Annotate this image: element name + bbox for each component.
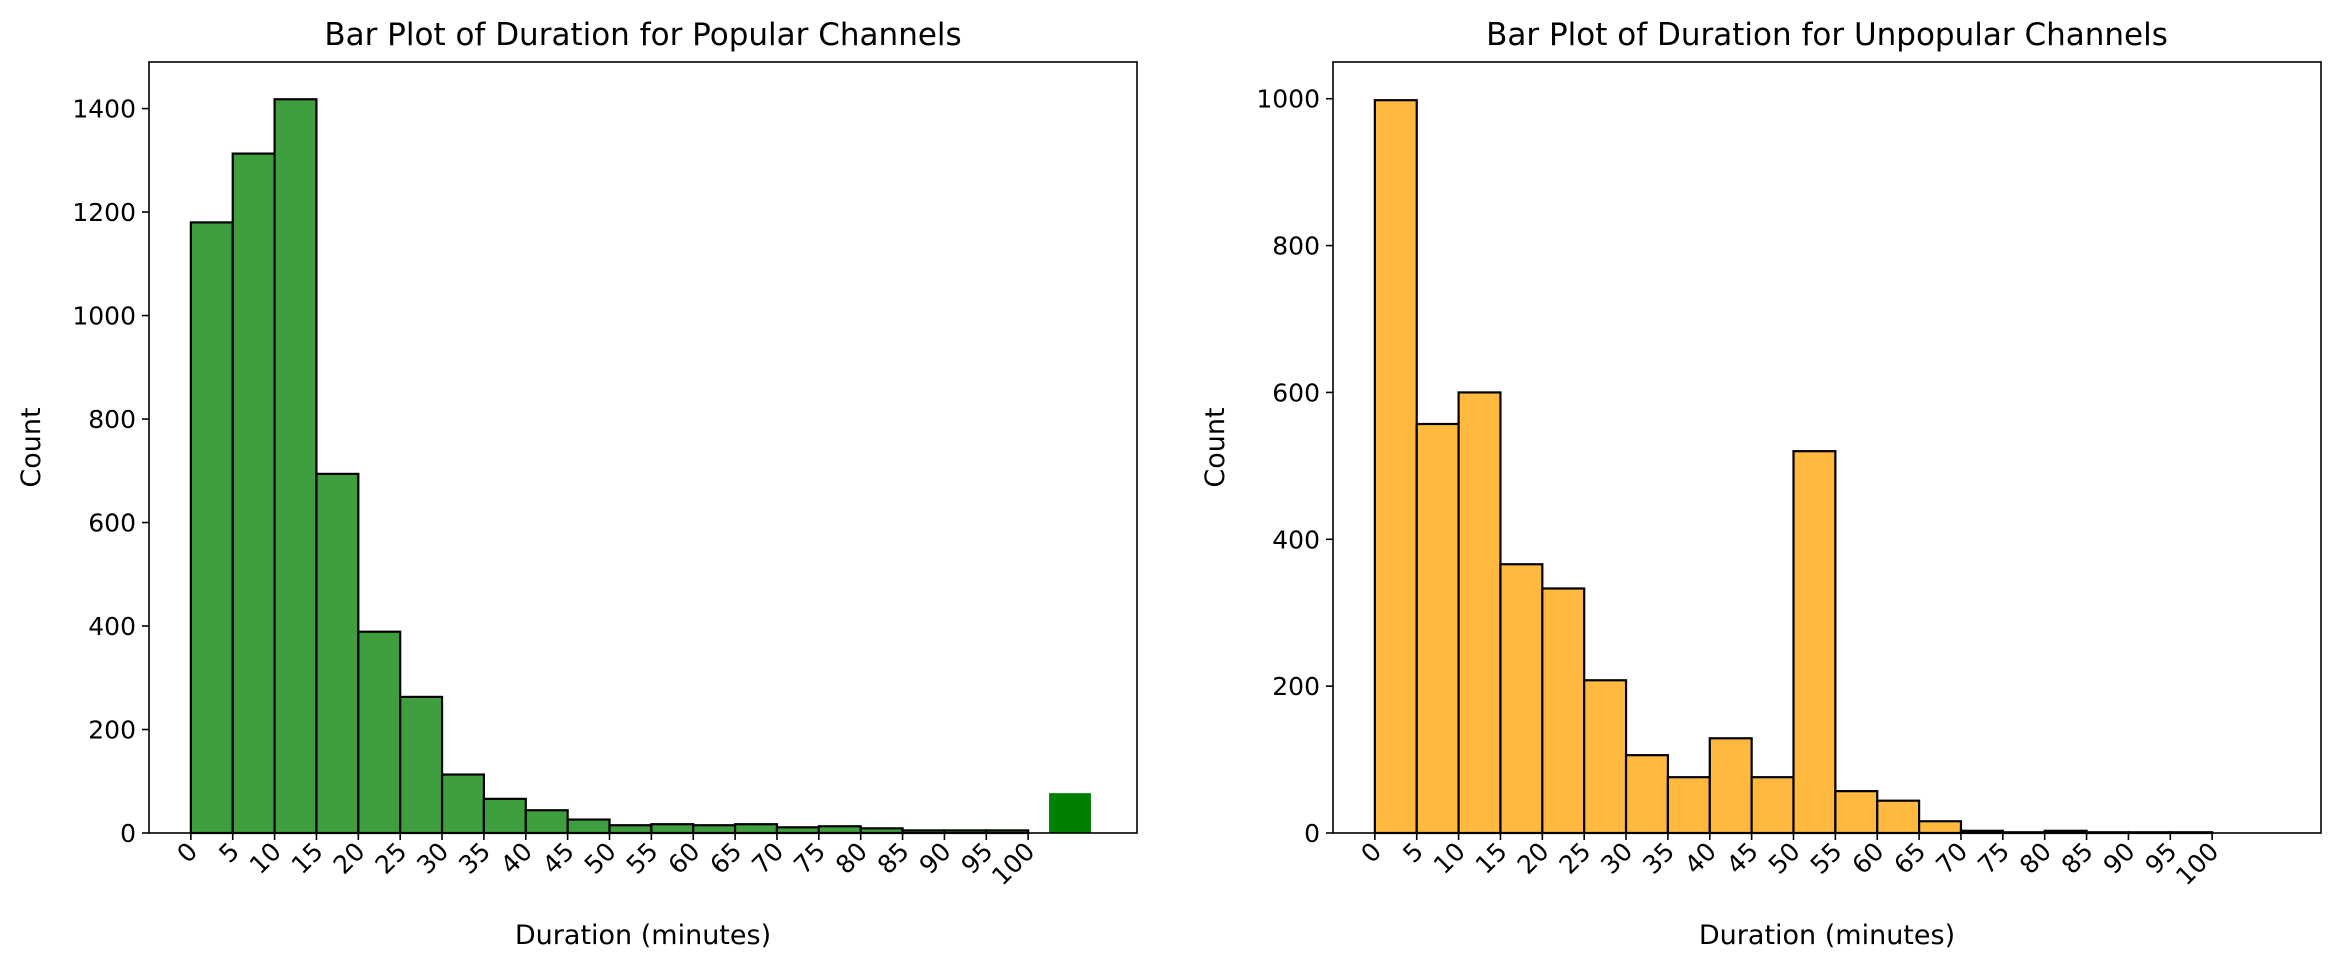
popular-bar-55 <box>650 823 695 835</box>
unpopular-bar-55 <box>1834 790 1879 835</box>
popular-y-tick-label: 1400 <box>72 95 136 124</box>
popular-y-tick-label: 800 <box>88 405 136 434</box>
unpopular-bar-40 <box>1708 737 1753 835</box>
popular-y-tick-label: 1200 <box>72 198 136 227</box>
popular-bars <box>189 98 1091 835</box>
popular-overflow-bar <box>1049 793 1091 833</box>
popular-y-axis-label: Count <box>16 407 47 487</box>
popular-bar-20 <box>357 630 402 835</box>
popular-bar-15 <box>315 472 360 835</box>
popular-bar-25 <box>399 695 444 835</box>
unpopular-bar-5 <box>1415 422 1460 835</box>
popular-bar-0 <box>189 221 234 835</box>
unpopular-y-tick-label: 200 <box>1272 672 1320 701</box>
unpopular-bar-30 <box>1624 754 1670 835</box>
popular-bar-70 <box>775 826 820 835</box>
unpopular-y-axis-label: Count <box>1200 407 1231 487</box>
unpopular-y-tick-label: 400 <box>1272 525 1320 554</box>
popular-x-axis-label: Duration (minutes) <box>515 920 771 951</box>
unpopular-chart-title: Bar Plot of Duration for Unpopular Chann… <box>1486 17 2168 53</box>
unpopular-bar-0 <box>1373 99 1418 835</box>
popular-bar-50 <box>608 824 653 835</box>
popular-bar-5 <box>231 152 276 835</box>
popular-bar-75 <box>817 825 862 835</box>
unpopular-bar-50 <box>1792 450 1837 835</box>
popular-y-tick-label: 400 <box>88 612 136 641</box>
popular-y-tick-label: 0 <box>120 819 136 848</box>
unpopular-bar-15 <box>1499 563 1544 835</box>
popular-y-tick-label: 600 <box>88 509 136 538</box>
unpopular-y-tick-label: 1000 <box>1256 85 1320 114</box>
popular-y-tick-label: 200 <box>88 716 136 745</box>
unpopular-y-tick-label: 800 <box>1272 232 1320 261</box>
unpopular-bar-25 <box>1583 679 1628 835</box>
popular-chart-title: Bar Plot of Duration for Popular Channel… <box>324 17 961 53</box>
unpopular-x-axis-label: Duration (minutes) <box>1699 920 1955 951</box>
popular-bar-10 <box>273 98 318 835</box>
unpopular-bar-45 <box>1750 776 1795 835</box>
unpopular-bar-20 <box>1541 587 1586 835</box>
unpopular-plot-frame <box>1332 61 2322 834</box>
popular-bar-40 <box>524 809 569 835</box>
unpopular-y-tick-label: 600 <box>1272 378 1320 407</box>
popular-bar-30 <box>440 773 486 835</box>
popular-bar-35 <box>482 797 527 835</box>
unpopular-bar-65 <box>1918 820 1963 835</box>
popular-y-tick-label: 1000 <box>72 302 136 331</box>
unpopular-bar-10 <box>1457 391 1502 835</box>
unpopular-bar-60 <box>1876 799 1921 835</box>
popular-bar-45 <box>566 818 611 835</box>
unpopular-bar-35 <box>1666 776 1711 835</box>
unpopular-channels-chart: 0 510152025303540455055606570758085909510… <box>1200 17 2322 951</box>
popular-bar-60 <box>692 824 737 835</box>
unpopular-y-tick-label: 0 <box>1304 819 1320 848</box>
popular-plot-frame <box>148 61 1138 834</box>
popular-bar-65 <box>734 823 779 835</box>
